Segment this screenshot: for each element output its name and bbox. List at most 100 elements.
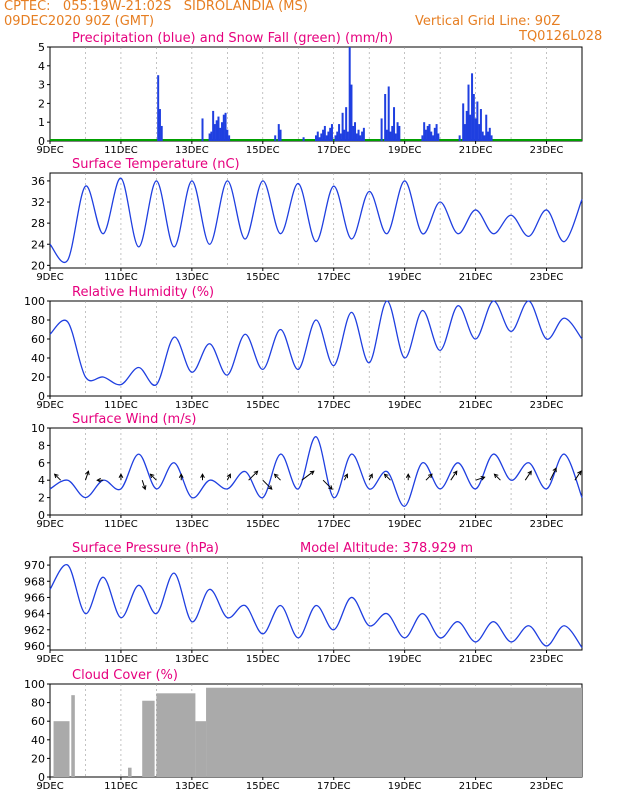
- precip-bar: [346, 131, 349, 141]
- y-tick-label: 6: [38, 457, 45, 470]
- x-tick-label: 11DEC: [104, 654, 138, 665]
- x-tick-label: 9DEC: [36, 654, 63, 665]
- precip-bar: [320, 133, 323, 141]
- precip-bar: [433, 127, 436, 141]
- precip-bar: [315, 135, 317, 141]
- precip-bar: [323, 125, 326, 141]
- y-tick-label: 60: [31, 333, 45, 346]
- wind-arrow-head: [267, 485, 273, 490]
- wind-arrow: [494, 473, 501, 481]
- precip-bar: [330, 124, 333, 141]
- precip-bar: [437, 133, 440, 141]
- precip-bar: [338, 124, 341, 141]
- x-tick-label: 11DEC: [104, 400, 138, 411]
- y-tick-label: 2: [38, 492, 45, 505]
- precip-bar: [318, 137, 321, 141]
- wind-arrow-head: [273, 473, 279, 479]
- x-tick-label: 21DEC: [459, 272, 493, 283]
- model-altitude: Model Altitude: 378.929 m: [300, 541, 473, 556]
- precip-bar: [393, 107, 396, 141]
- precip-bar: [426, 125, 429, 141]
- panel-title: Cloud Cover (%): [72, 668, 178, 683]
- x-tick-label: 13DEC: [175, 145, 209, 156]
- precip-bar: [222, 114, 225, 141]
- y-tick-label: 60: [31, 715, 45, 728]
- wind-arrow-head: [527, 470, 532, 476]
- precip-bar: [350, 84, 353, 141]
- x-tick-label: 23DEC: [530, 519, 564, 530]
- y-tick-label: 100: [24, 678, 45, 691]
- y-tick-label: 80: [31, 697, 45, 710]
- panel-frame: [49, 427, 583, 516]
- wind-arrow-head: [53, 473, 59, 479]
- panel-frame: [49, 556, 583, 651]
- wind-arrow: [54, 473, 61, 481]
- wind-arrow-head: [141, 485, 147, 491]
- x-tick-label: 23DEC: [530, 400, 564, 411]
- wind-arrow: [274, 473, 281, 481]
- precip-bar: [208, 133, 211, 141]
- x-tick-label: 13DEC: [175, 400, 209, 411]
- precip-bar: [343, 129, 346, 141]
- precip-bar: [325, 135, 328, 141]
- y-tick-label: 0: [38, 390, 45, 403]
- y-tick-label: 80: [31, 314, 45, 327]
- x-tick-label: 11DEC: [104, 145, 138, 156]
- panel-frame: [49, 46, 583, 142]
- y-tick-label: 966: [24, 591, 45, 604]
- precip-bar: [465, 110, 468, 141]
- precip-bar: [458, 135, 461, 141]
- precip-bar: [421, 135, 424, 141]
- wind-arrow-head: [427, 473, 433, 479]
- panel-title: Surface Temperature (nC): [72, 157, 240, 172]
- precip-bar: [277, 124, 280, 141]
- precip-bar: [435, 124, 438, 141]
- x-tick-label: 15DEC: [246, 272, 280, 283]
- precip-bar: [226, 129, 229, 141]
- y-tick-label: 36: [31, 175, 45, 188]
- x-tick-label: 23DEC: [530, 654, 564, 665]
- panel-title: Relative Humidity (%): [72, 285, 214, 300]
- wind-arrow-head: [226, 473, 231, 479]
- precip-bar: [490, 135, 493, 141]
- x-tick-label: 15DEC: [246, 145, 280, 156]
- precip-bar: [334, 135, 337, 141]
- y-tick-label: 968: [24, 575, 45, 588]
- precip-bar: [274, 135, 277, 141]
- precip-bar: [158, 109, 161, 141]
- x-tick-label: 15DEC: [246, 781, 280, 792]
- precip-bar: [476, 101, 479, 141]
- panel-title: Precipitation (blue) and Snow Fall (gree…: [72, 31, 393, 46]
- precip-bar: [219, 127, 222, 141]
- precip-bar: [201, 118, 204, 141]
- precip-bar: [384, 94, 387, 141]
- y-tick-label: 4: [38, 474, 45, 487]
- precip-bar: [213, 124, 216, 141]
- wind-arrow-head: [178, 473, 184, 478]
- x-tick-label: 17DEC: [317, 400, 351, 411]
- wind-arrow: [248, 470, 258, 481]
- header-grid-line: Vertical Grid Line: 90Z: [415, 14, 561, 29]
- precip-bar: [391, 125, 394, 141]
- panel-1: 20 24 28 32 36 9DEC 11DEC 13DEC 15DEC 17DEC 19DEC 2…: [31, 157, 583, 283]
- wind-arrow: [84, 471, 89, 481]
- precip-bar: [396, 122, 399, 141]
- y-tick-label: 5: [38, 41, 45, 54]
- precip-bar: [160, 125, 163, 141]
- precip-bar: [316, 131, 319, 141]
- wind-arrow: [301, 470, 315, 481]
- precip-bar: [389, 131, 392, 141]
- x-tick-label: 17DEC: [317, 781, 351, 792]
- x-tick-label: 21DEC: [459, 519, 493, 530]
- precip-bar: [224, 112, 227, 141]
- precip-bar: [362, 127, 365, 141]
- wind-arrow-head: [253, 470, 259, 476]
- x-tick-label: 9DEC: [36, 272, 63, 283]
- precip-bar: [217, 116, 220, 141]
- wind-arrow: [368, 473, 373, 481]
- precip-bar: [357, 129, 360, 141]
- precip-bar: [488, 127, 491, 141]
- precip-bar: [467, 84, 470, 141]
- x-tick-label: 19DEC: [388, 519, 422, 530]
